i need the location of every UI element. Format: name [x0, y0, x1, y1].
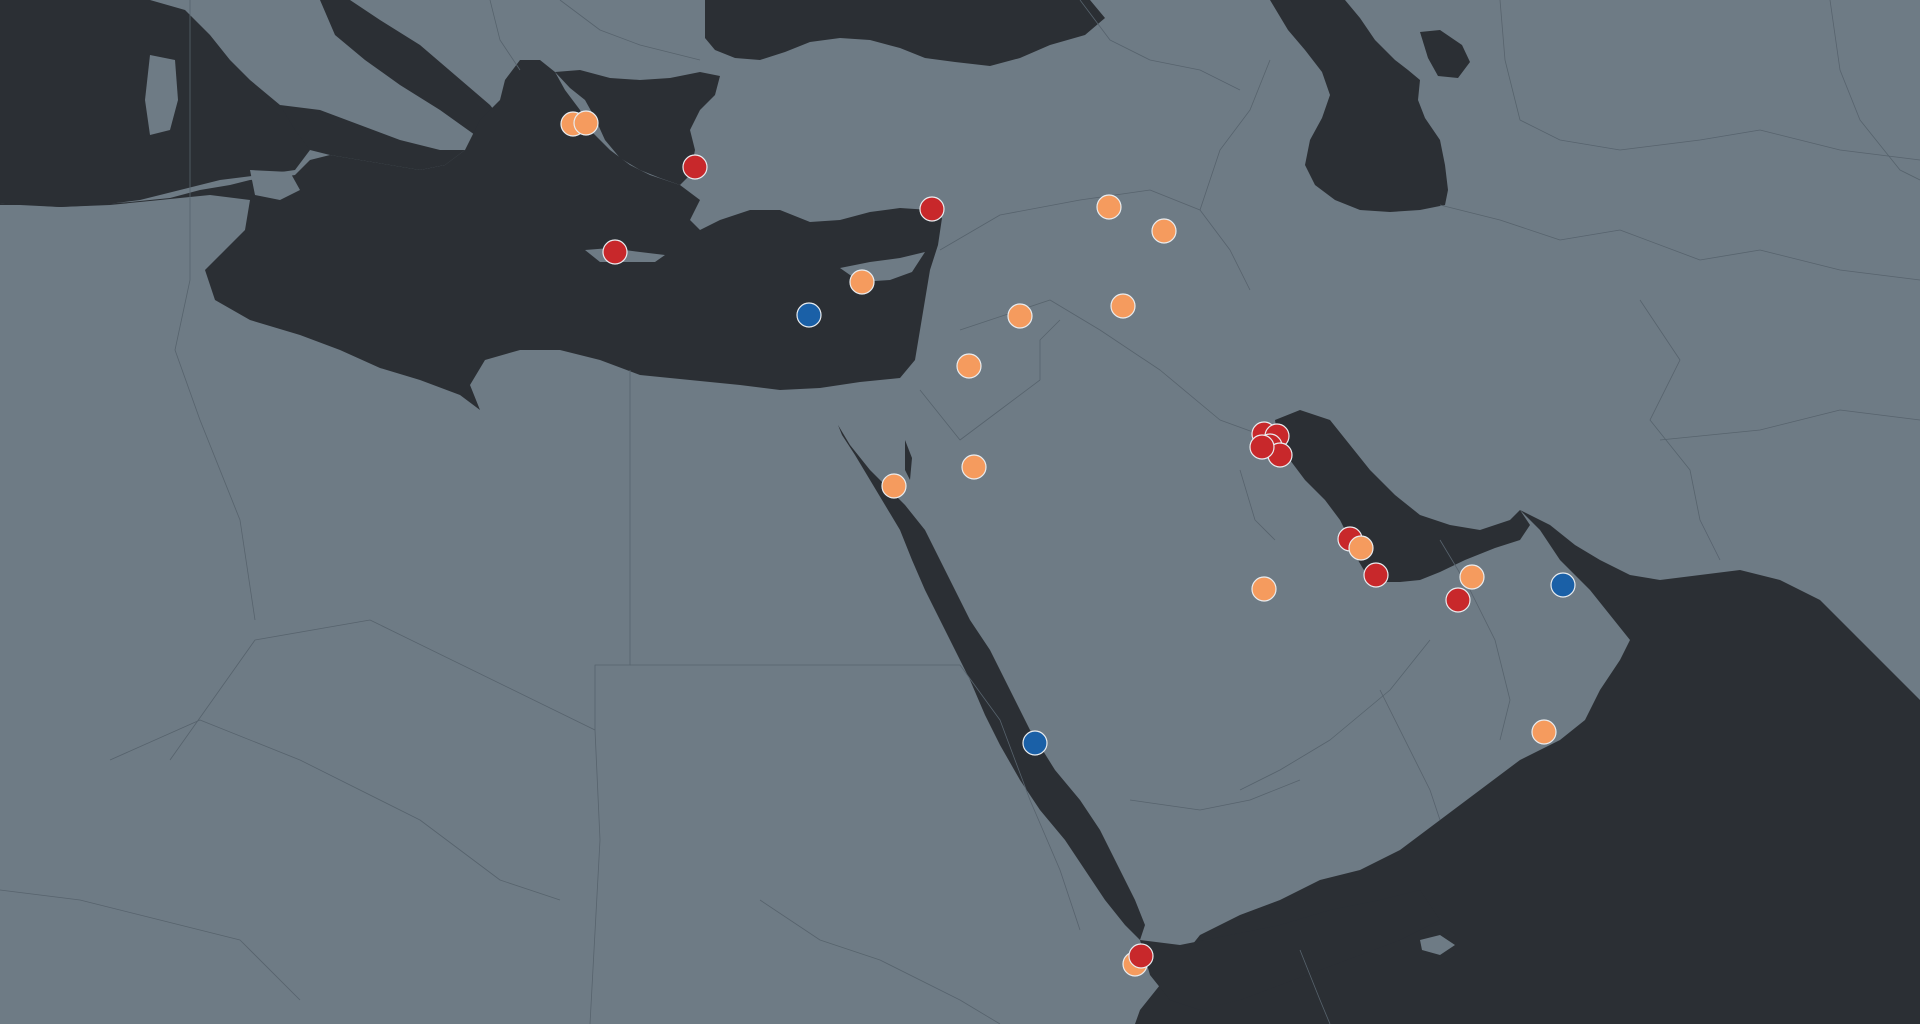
marker-dot[interactable]	[1251, 576, 1277, 602]
marker-dot[interactable]	[956, 353, 982, 379]
kara-bogaz	[1420, 30, 1470, 78]
marker-dot[interactable]	[573, 110, 599, 136]
map-marker-orange[interactable]	[1531, 719, 1557, 745]
map-marker-red[interactable]	[682, 154, 708, 180]
black-sea	[705, 0, 1105, 66]
adriatic-sea	[320, 0, 510, 150]
marker-dot[interactable]	[1128, 943, 1154, 969]
marker-dot[interactable]	[1445, 587, 1471, 613]
map-marker-red[interactable]	[1363, 562, 1389, 588]
map-marker-orange[interactable]	[956, 353, 982, 379]
map-marker-blue[interactable]	[1022, 730, 1048, 756]
marker-dot[interactable]	[1459, 564, 1485, 590]
marker-dot[interactable]	[1096, 194, 1122, 220]
marker-dot[interactable]	[1151, 218, 1177, 244]
map-marker-red[interactable]	[1445, 587, 1471, 613]
markers-layer	[560, 110, 1576, 977]
map-marker-orange[interactable]	[881, 473, 907, 499]
marker-dot[interactable]	[682, 154, 708, 180]
map-marker-red[interactable]	[1128, 943, 1154, 969]
sardinia	[145, 55, 178, 135]
marker-dot[interactable]	[1363, 562, 1389, 588]
marker-dot[interactable]	[1110, 293, 1136, 319]
map-marker-blue[interactable]	[796, 302, 822, 328]
socotra	[1420, 935, 1455, 955]
map-marker-orange[interactable]	[961, 454, 987, 480]
persian-gulf	[1275, 410, 1530, 582]
red-sea	[838, 425, 1145, 940]
marker-dot[interactable]	[919, 196, 945, 222]
gulf-of-aden	[1140, 890, 1440, 1010]
marker-dot[interactable]	[796, 302, 822, 328]
map-marker-red[interactable]	[919, 196, 945, 222]
marker-dot[interactable]	[1550, 572, 1576, 598]
map-marker-orange[interactable]	[1459, 564, 1485, 590]
map-marker-orange[interactable]	[1151, 218, 1177, 244]
aegean-sea	[555, 70, 720, 185]
map-marker-orange[interactable]	[1348, 535, 1374, 561]
map-marker-orange[interactable]	[1110, 293, 1136, 319]
mediterranean-sea	[0, 60, 942, 410]
arabian-sea	[1135, 510, 1920, 1024]
map-marker-orange[interactable]	[1007, 303, 1033, 329]
map-marker-orange[interactable]	[573, 110, 599, 136]
map-marker-red[interactable]	[1249, 434, 1275, 460]
marker-dot[interactable]	[1348, 535, 1374, 561]
map-marker-blue[interactable]	[1550, 572, 1576, 598]
caspian-sea	[1270, 0, 1448, 212]
map-marker-orange[interactable]	[849, 269, 875, 295]
sicily	[250, 170, 300, 200]
map-marker-orange[interactable]	[1096, 194, 1122, 220]
map-marker-red[interactable]	[602, 239, 628, 265]
marker-dot[interactable]	[881, 473, 907, 499]
marker-dot[interactable]	[1022, 730, 1048, 756]
marker-dot[interactable]	[961, 454, 987, 480]
marker-dot[interactable]	[1531, 719, 1557, 745]
marker-dot[interactable]	[849, 269, 875, 295]
marker-dot[interactable]	[1007, 303, 1033, 329]
ionian-sea	[280, 105, 465, 170]
marker-dot[interactable]	[602, 239, 628, 265]
gulf-of-aqaba	[905, 440, 912, 480]
map-marker-orange[interactable]	[1251, 576, 1277, 602]
marker-dot[interactable]	[1249, 434, 1275, 460]
